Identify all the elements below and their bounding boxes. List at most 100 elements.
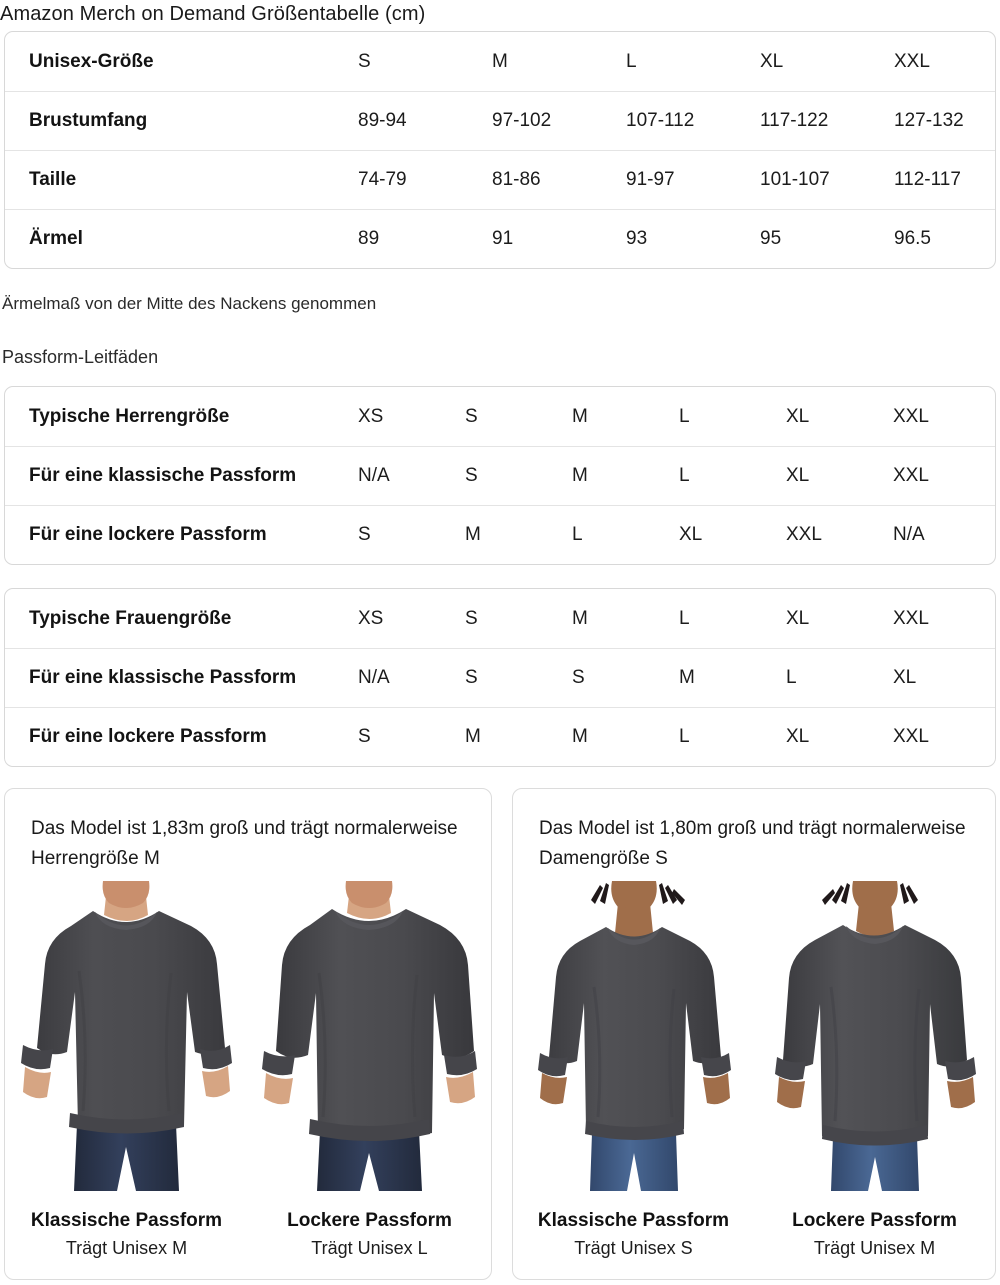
- hand-right: [202, 1066, 230, 1098]
- chin: [102, 881, 150, 908]
- neck: [615, 903, 653, 939]
- page-title: Amazon Merch on Demand Größentabelle (cm…: [0, 3, 426, 25]
- table-cell: S: [358, 524, 371, 545]
- wears-label: Trägt Unisex M: [813, 1238, 936, 1258]
- table-cell: M: [572, 405, 588, 427]
- table-cell: XS: [358, 607, 384, 629]
- table-cell: 107-112: [626, 110, 695, 131]
- table-cell: S: [465, 667, 478, 688]
- table-row: Typische Herrengröße XS S M L XL XXL: [5, 387, 995, 446]
- table-cell: 89-94: [358, 110, 407, 131]
- table-cell: XL: [786, 607, 810, 629]
- hem-rib: [585, 1121, 684, 1140]
- male-model-classic-fit-image: [19, 881, 234, 1191]
- table-cell: N/A: [893, 524, 925, 545]
- table-row: Ärmel 89 91 93 95 96.5: [5, 209, 995, 268]
- table-cell: XL: [786, 405, 810, 427]
- womens-caption-row: Klassische Passform Trägt Unisex S Locke…: [513, 1207, 995, 1261]
- table-cell: L: [572, 524, 583, 545]
- neck: [856, 903, 894, 937]
- table-header-row: Unisex-Größe S M L XL XXL: [5, 32, 995, 91]
- table-cell: N/A: [358, 465, 390, 486]
- row-label: Für eine klassische Passform: [29, 465, 297, 486]
- measurement-table: Unisex-Größe S M L XL XXL Brustumfang 89…: [4, 31, 996, 269]
- table-cell: 101-107: [760, 169, 830, 190]
- fold-shadow: [77, 970, 87, 1112]
- hair-braid: [900, 883, 909, 904]
- chin: [852, 881, 898, 913]
- table-cell: XXL: [893, 726, 929, 747]
- table-row: Typische Frauengröße XS S M L XL XXL: [5, 589, 995, 648]
- column-header-size: XXL: [894, 50, 930, 72]
- fit-label: Lockere Passform: [287, 1210, 452, 1231]
- wears-label: Trägt Unisex M: [65, 1238, 188, 1258]
- collar-rib: [608, 928, 660, 945]
- table-row: Für eine lockere Passform S M L XL XXL N…: [5, 505, 995, 564]
- row-label: Brustumfang: [29, 110, 148, 131]
- table-cell: XXL: [893, 405, 929, 427]
- table-cell: 96.5: [894, 228, 931, 249]
- table-cell: S: [572, 667, 585, 688]
- fold-shadow: [164, 972, 173, 1112]
- table-cell: L: [679, 607, 690, 629]
- hand-right: [947, 1077, 975, 1109]
- table-cell: 95: [760, 228, 782, 249]
- table-cell: 91: [492, 228, 514, 249]
- chin: [611, 881, 657, 913]
- table-row: Für eine lockere Passform S M M L XL XXL: [5, 707, 995, 766]
- womens-figure-row: [513, 881, 995, 1191]
- sweatshirt-body: [37, 911, 225, 1132]
- hem-rib: [822, 1125, 928, 1146]
- hair-braid: [822, 889, 835, 905]
- table-cell: S: [465, 405, 478, 427]
- table-cell: L: [679, 405, 690, 427]
- column-header-size: XL: [760, 50, 784, 72]
- table-cell: S: [465, 607, 478, 629]
- table-cell: 117-122: [760, 110, 829, 131]
- caption-block: Klassische Passform Trägt Unisex S: [518, 1207, 749, 1261]
- fold-shadow: [829, 986, 839, 1122]
- table-cell: 74-79: [358, 169, 407, 190]
- jeans: [590, 1133, 678, 1191]
- table-cell: XS: [358, 405, 384, 427]
- fold-shadow: [592, 986, 602, 1118]
- cuff-rib-left: [262, 1051, 295, 1076]
- hem-rib: [309, 1119, 430, 1141]
- cuff-rib-left: [21, 1045, 53, 1070]
- jeans: [74, 1124, 179, 1191]
- table-cell: M: [465, 524, 481, 545]
- fold-shadow: [317, 972, 327, 1118]
- table-cell: XL: [786, 465, 810, 486]
- row-label: Für eine lockere Passform: [29, 524, 267, 545]
- row-label: Taille: [29, 169, 77, 190]
- cuff-rib-right: [701, 1053, 731, 1077]
- table-cell: N/A: [358, 667, 390, 688]
- fit-guides-heading: Passform-Leitfäden: [2, 347, 159, 367]
- table-cell: XL: [893, 667, 917, 688]
- hair-braid: [600, 883, 609, 904]
- table-row: Brustumfang 89-94 97-102 107-112 117-122…: [5, 91, 995, 150]
- hand-left: [540, 1073, 567, 1105]
- womens-model-card: Das Model ist 1,80m groß und trägt norma…: [512, 788, 996, 1280]
- collar-rib: [846, 926, 903, 944]
- cuff-rib-right: [200, 1045, 232, 1070]
- table-row: Taille 74-79 81-86 91-97 101-107 112-117: [5, 150, 995, 209]
- table-cell: L: [679, 465, 690, 486]
- column-header-size: S: [358, 50, 371, 72]
- chin: [345, 881, 393, 908]
- table-cell: L: [679, 726, 690, 747]
- table-cell: S: [358, 726, 371, 747]
- table-cell: 89: [358, 228, 380, 249]
- caption-block: Lockere Passform Trägt Unisex L: [253, 1207, 486, 1261]
- mens-model-card: Das Model ist 1,83m groß und trägt norma…: [4, 788, 492, 1280]
- womens-fit-guide-table: Typische Frauengröße XS S M L XL XXL Für…: [4, 588, 996, 767]
- fold-shadow: [410, 974, 419, 1118]
- hem-rib: [69, 1113, 184, 1134]
- hand-left: [23, 1067, 51, 1099]
- cuff-rib-left: [775, 1057, 806, 1081]
- row-label: Ärmel: [29, 228, 83, 249]
- hand-left: [777, 1077, 805, 1109]
- table-cell: 97-102: [492, 110, 552, 131]
- hand-right: [703, 1073, 730, 1105]
